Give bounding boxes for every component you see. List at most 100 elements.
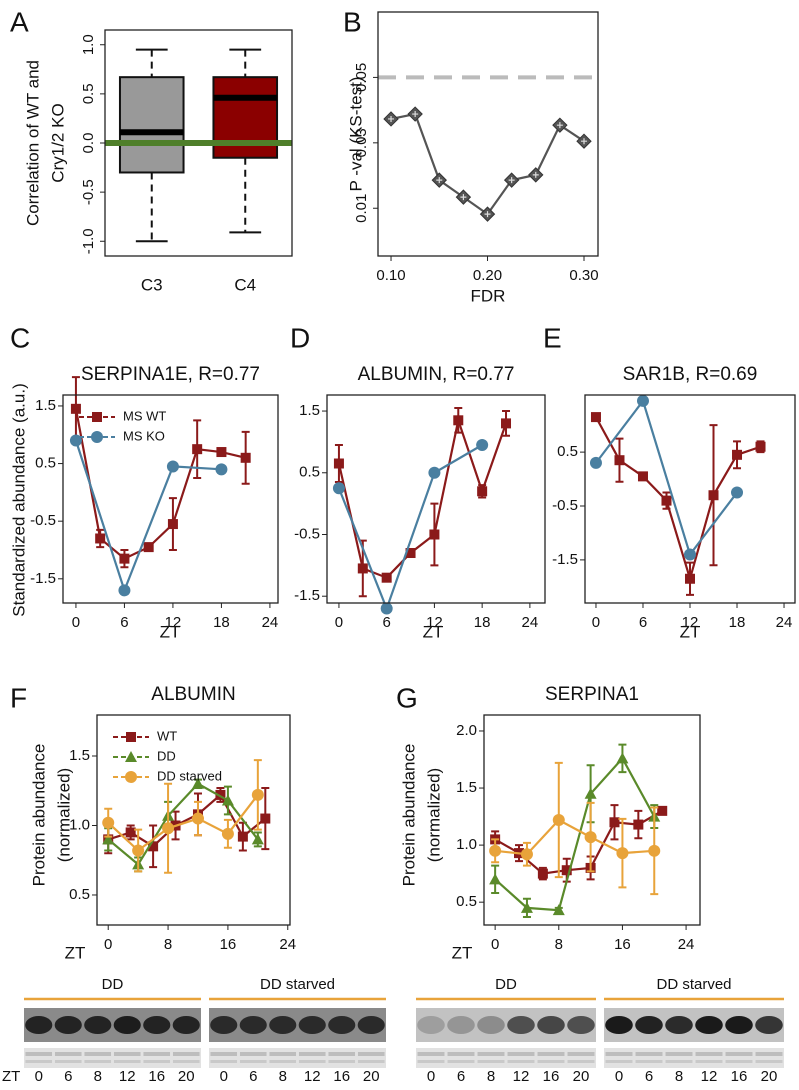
loading-band [537,1060,565,1063]
y-axis-label: Protein abundance [399,744,418,887]
marker [251,833,264,845]
marker [616,847,629,860]
loading-band [113,1052,141,1056]
panel-title: SERPINA1E, R=0.77 [81,364,260,385]
loading-band [84,1052,112,1056]
blot-lane-label: 16 [148,1068,165,1085]
marker [69,434,82,447]
blot-strip [416,1008,596,1042]
loading-strip [24,1048,201,1068]
marker [118,584,131,597]
blot-band [269,1016,297,1034]
x-tick-label: C4 [234,275,256,294]
marker [240,452,251,463]
loading-band [665,1052,693,1056]
marker [489,873,502,885]
blot-band [417,1016,445,1034]
marker [132,844,145,857]
marker [584,787,597,799]
marker [260,813,271,824]
blot-band [567,1016,595,1034]
marker [221,827,234,840]
blot-band [665,1016,693,1034]
blot-band [84,1016,112,1034]
blot-band [537,1016,565,1034]
blot-band [725,1016,753,1034]
marker [237,831,248,842]
loading-band [477,1052,505,1056]
x-axis-label: ZT [452,943,473,962]
blot-band [210,1016,238,1034]
marker [489,844,502,857]
legend-label: MS WT [123,408,166,423]
loading-band [239,1052,267,1056]
y-axis-label: (normalized) [424,768,443,862]
panel-letter: D [290,322,310,353]
marker [125,751,137,762]
loading-band [113,1060,141,1063]
marker-cross [412,111,419,118]
panel-letter: C [10,322,30,353]
x-tick-label: 12 [426,614,443,631]
blot-lane-label: 8 [487,1068,495,1085]
loading-band [54,1060,82,1063]
x-axis-label: ZT [680,622,701,641]
y-tick-label: 0.5 [299,464,320,481]
blot-group-label: DD starved [656,976,731,993]
blot-lane-label: 16 [543,1068,560,1085]
loading-band [447,1060,475,1063]
y-tick-label: 0.5 [557,443,578,460]
loading-strip [416,1048,596,1068]
marker-cross [532,171,539,178]
loading-strip [209,1048,386,1068]
y-tick-label: 1.5 [69,747,90,764]
y-tick-label: 1.5 [35,397,56,414]
y-tick-label: -0.5 [552,497,578,514]
marker [589,456,602,469]
blot-lane-label: 12 [119,1068,136,1085]
x-tick-label: 18 [474,614,491,631]
loading-strip [604,1048,784,1068]
y-tick-label: 0.5 [69,886,90,903]
plot-frame [377,11,599,257]
blot-band [447,1016,475,1034]
x-axis-label: ZT [65,943,86,962]
marker [616,752,629,764]
loading-band [298,1052,326,1056]
panel-letter: A [10,6,29,37]
y-tick-label: -1.0 [80,228,97,254]
x-tick-label: 0.20 [473,267,502,284]
marker [590,412,601,423]
blot-band [357,1016,385,1034]
y-tick-label: -1.5 [552,551,578,568]
y-tick-label: 1.0 [80,34,97,55]
marker [453,415,464,426]
marker [731,486,744,499]
y-axis-label: Cry1/2 KO [48,103,67,182]
y-tick-label: 0.5 [456,893,477,910]
blot-band [328,1016,356,1034]
loading-band [357,1060,385,1063]
loading-band [635,1060,663,1063]
marker [552,904,565,916]
marker [125,827,136,838]
blot-lane-label: 12 [513,1068,530,1085]
blot-lane-label: 8 [94,1068,102,1085]
blot-band [477,1016,505,1034]
loading-band [328,1052,356,1056]
x-tick-label: 24 [678,936,695,953]
marker [357,563,368,574]
blot-band [507,1016,535,1034]
marker [685,573,695,584]
panel-letter: E [543,322,562,353]
y-tick-label: 0.01 [353,194,370,223]
loading-band [328,1060,356,1063]
marker [91,431,103,443]
marker [162,822,175,835]
blot-lane-label: 0 [35,1068,43,1085]
loading-band [54,1052,82,1056]
marker [119,553,130,564]
marker [148,841,159,852]
loading-band [605,1052,633,1056]
